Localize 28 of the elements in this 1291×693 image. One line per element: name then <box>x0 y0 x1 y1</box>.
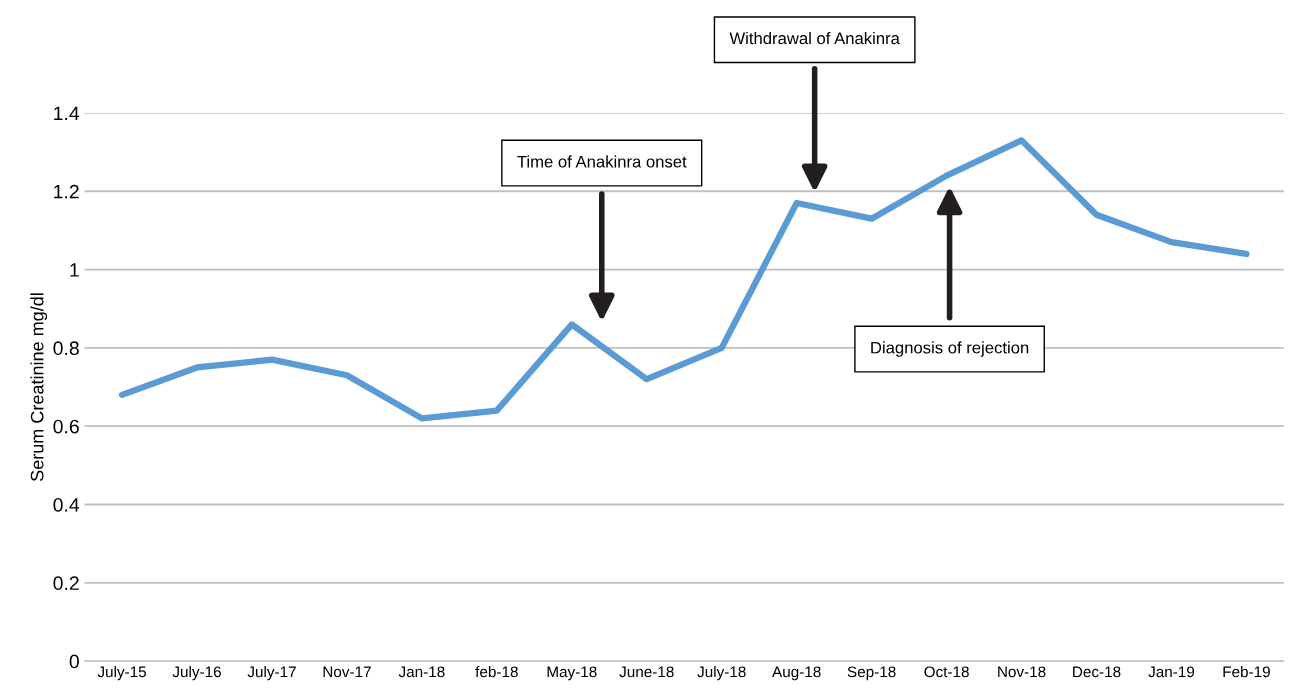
y-tick-label: 0.6 <box>53 419 79 434</box>
x-tick-label: Nov-17 <box>323 666 371 678</box>
x-tick-label: Nov-18 <box>998 666 1046 678</box>
y-tick-label: 0.2 <box>53 576 79 591</box>
x-tick-label: Feb-19 <box>1223 665 1270 678</box>
annotation: Time of Anakinra onset <box>517 155 687 168</box>
x-tick-label: Jan-19 <box>1148 666 1195 678</box>
y-tick-label: 0 <box>69 654 79 669</box>
x-tick-label: feb-18 <box>475 665 518 678</box>
x-tick-label: July-18 <box>697 665 746 681</box>
y-tick-label: 0.8 <box>53 341 79 356</box>
x-tick-label: May-18 <box>547 666 597 681</box>
y-tick-label: 1.4 <box>54 106 80 120</box>
y-tick-label: 1 <box>70 263 79 277</box>
x-tick-label: Jan-18 <box>398 666 445 678</box>
x-tick-label: Sep-18 <box>847 666 896 681</box>
x-tick-label: Dec-18 <box>1073 666 1121 678</box>
text: Withdrawal of Anakinra <box>729 31 900 45</box>
x-tick-label: July-17 <box>247 665 296 681</box>
x-tick-label: July-15 <box>97 665 147 681</box>
y-axis-title: Serum Creatinine mg/dl <box>30 293 48 482</box>
x-tick-label: June-18 <box>619 666 674 678</box>
y-tick-label: 0.4 <box>53 497 80 512</box>
y-tick-label: 1.2 <box>54 184 79 199</box>
x-tick-label: July-16 <box>172 665 221 681</box>
x-tick-label: Oct-18 <box>924 666 969 678</box>
x-tick-label: Aug-18 <box>772 666 821 681</box>
annotation: Diagnosis of rejection <box>871 341 1029 357</box>
